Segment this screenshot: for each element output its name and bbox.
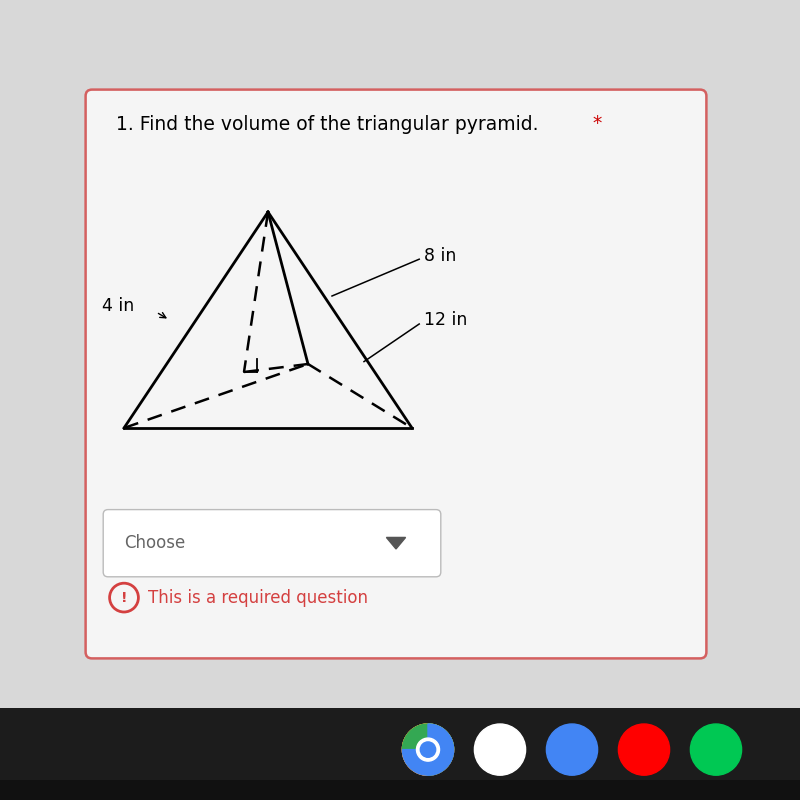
Wedge shape	[402, 724, 454, 775]
Circle shape	[420, 742, 436, 758]
Text: This is a required question: This is a required question	[148, 589, 368, 606]
Circle shape	[690, 724, 742, 775]
Text: Choose: Choose	[124, 534, 186, 552]
Circle shape	[402, 724, 454, 775]
FancyBboxPatch shape	[86, 90, 706, 658]
Text: 8 in: 8 in	[424, 247, 456, 265]
Wedge shape	[402, 724, 454, 775]
Circle shape	[618, 724, 670, 775]
Text: 4 in: 4 in	[102, 297, 134, 314]
Circle shape	[417, 738, 439, 761]
Text: 1. Find the volume of the triangular pyramid.: 1. Find the volume of the triangular pyr…	[116, 114, 545, 134]
Polygon shape	[386, 538, 406, 549]
Text: *: *	[592, 114, 602, 134]
Wedge shape	[402, 724, 454, 775]
Circle shape	[474, 724, 526, 775]
Circle shape	[546, 724, 598, 775]
Text: !: !	[121, 590, 127, 605]
Wedge shape	[402, 724, 454, 775]
Bar	[0, 708, 800, 800]
FancyBboxPatch shape	[103, 510, 441, 577]
Bar	[0, 780, 800, 800]
Text: 12 in: 12 in	[424, 311, 467, 329]
